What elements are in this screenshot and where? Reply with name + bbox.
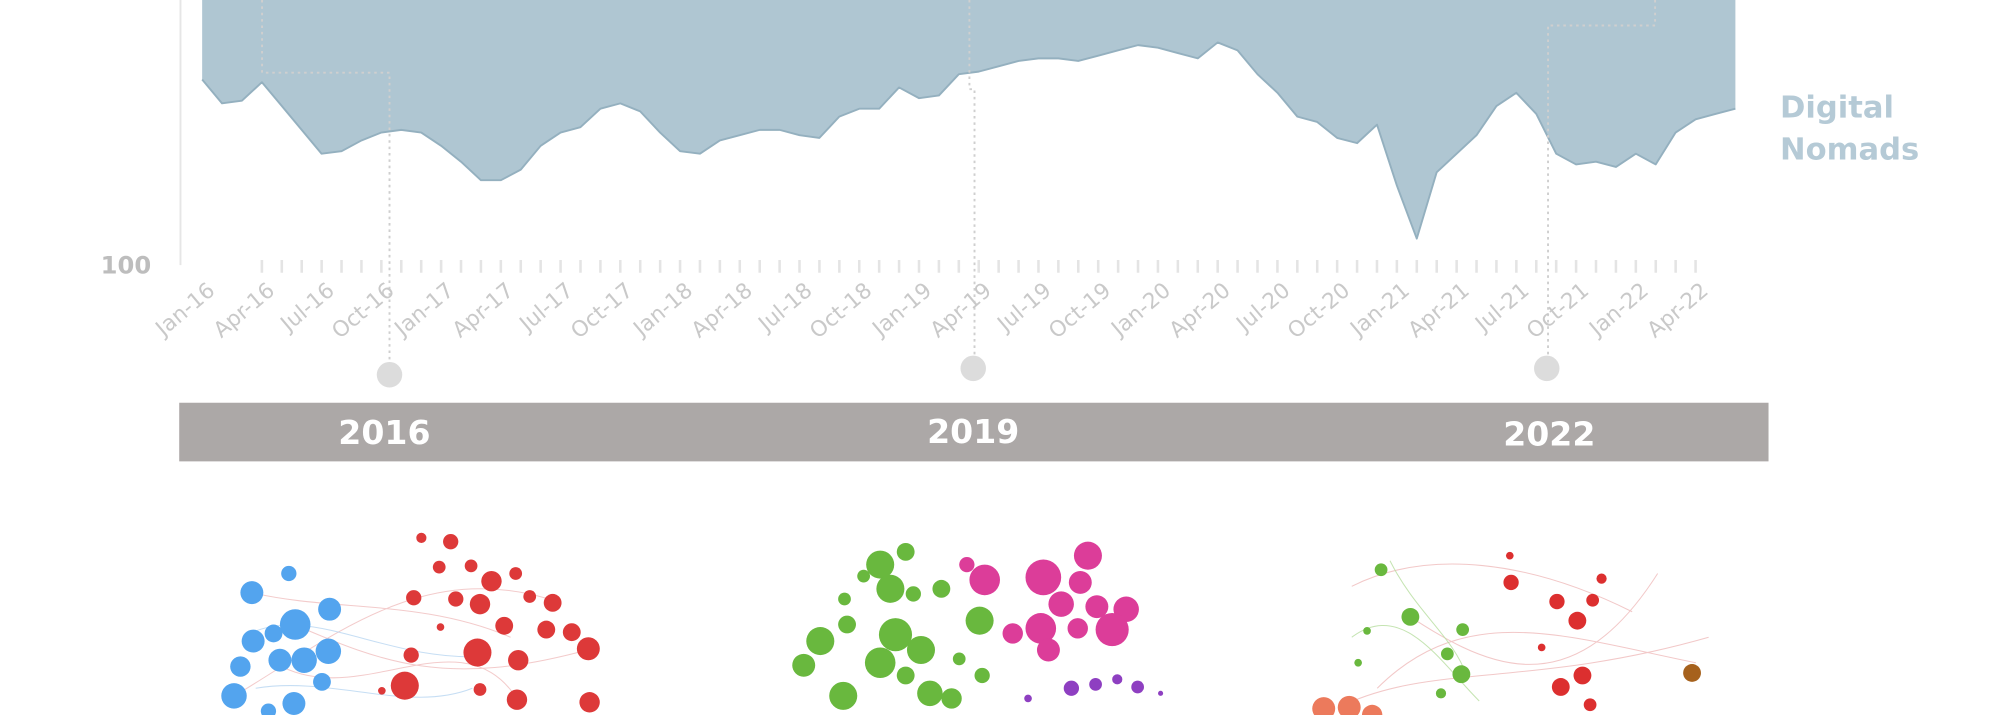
x-tick-label: Jan-16 bbox=[150, 278, 220, 343]
x-tick-label: Oct-16 bbox=[327, 278, 399, 344]
x-tick-label: Apr-20 bbox=[1165, 278, 1236, 343]
legend: Digital Nomads bbox=[1780, 89, 1920, 167]
x-tick-label: Oct-19 bbox=[1044, 278, 1116, 344]
x-tick-label: Apr-16 bbox=[209, 278, 280, 343]
x-tick-label: Jan-17 bbox=[389, 278, 459, 343]
event-line bbox=[1547, 0, 1657, 364]
plot-area bbox=[201, 0, 1736, 240]
year-label: 2022 bbox=[1503, 414, 1595, 453]
x-tick-label: Jan-18 bbox=[628, 278, 698, 343]
area-line bbox=[201, 41, 1736, 240]
x-tick-label: Jan-22 bbox=[1583, 278, 1653, 343]
x-tick-label: Apr-18 bbox=[687, 278, 758, 343]
x-tick-label: Apr-21 bbox=[1404, 278, 1475, 343]
y-tick-label: 100 bbox=[101, 251, 152, 279]
event-dot bbox=[1534, 355, 1560, 382]
year-label: 2019 bbox=[927, 412, 1019, 451]
timeline-band bbox=[179, 402, 1769, 462]
event-markers bbox=[261, 0, 1657, 388]
event-line bbox=[261, 0, 391, 370]
event-dot bbox=[960, 355, 986, 382]
x-tick-label: Apr-22 bbox=[1643, 278, 1714, 343]
x-tick-label: Oct-20 bbox=[1283, 278, 1355, 344]
legend-label: Digital Nomads bbox=[1780, 89, 1920, 167]
year-label: 2016 bbox=[338, 413, 430, 452]
x-tick-label: Apr-17 bbox=[448, 278, 519, 343]
network-2019 bbox=[792, 541, 1164, 710]
event-dot bbox=[376, 361, 403, 388]
event-line bbox=[968, 0, 976, 364]
x-tick-label: Jan-21 bbox=[1345, 278, 1415, 343]
area bbox=[202, 0, 1736, 239]
x-tick-label: Oct-18 bbox=[805, 278, 877, 344]
network-2016 bbox=[221, 532, 600, 715]
x-tick-label: Jan-20 bbox=[1106, 278, 1176, 343]
x-tick-label: Oct-21 bbox=[1522, 278, 1594, 344]
x-tick-label: Apr-19 bbox=[926, 278, 997, 343]
x-tick-label: Oct-17 bbox=[566, 278, 638, 344]
x-tick-label: Jan-19 bbox=[867, 278, 937, 343]
network-2022 bbox=[1312, 551, 1709, 715]
